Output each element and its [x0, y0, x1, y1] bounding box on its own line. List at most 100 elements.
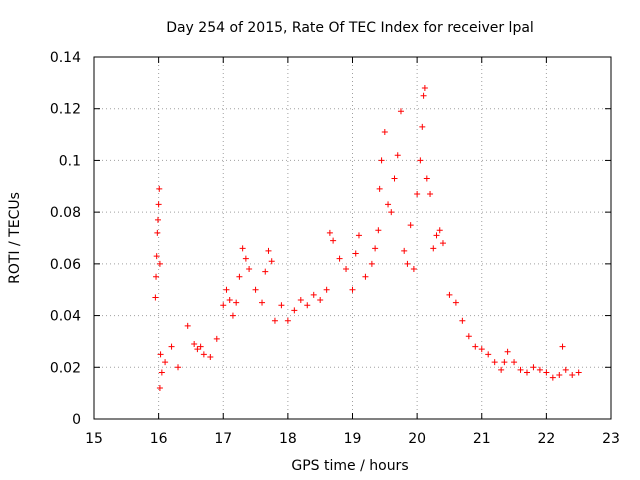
data-point	[154, 229, 161, 236]
data-point	[423, 175, 430, 182]
tick-labels: 15 16 17 18 19 20 21 22 23 0 0.02 0.04 0.06 0.08 0.1 0.…	[50, 50, 620, 447]
data-point	[511, 359, 518, 366]
data-point	[323, 286, 330, 293]
data-point	[376, 185, 383, 192]
x-tick-label: 22	[537, 431, 555, 447]
data-point	[223, 286, 230, 293]
data-point	[271, 317, 278, 324]
data-point	[433, 232, 440, 239]
data-point	[459, 317, 466, 324]
data-point	[317, 297, 324, 304]
data-point	[246, 266, 253, 273]
data-point	[355, 232, 362, 239]
y-tick-label: 0.02	[50, 360, 81, 376]
y-tick-label: 0.04	[50, 309, 81, 325]
data-point	[465, 333, 472, 340]
data-point	[297, 297, 304, 304]
data-point	[427, 191, 434, 198]
data-point	[155, 201, 162, 208]
data-point	[233, 299, 240, 306]
y-tick-label: 0.06	[50, 257, 81, 273]
y-tick-label: 0.1	[59, 153, 81, 169]
data-point	[278, 302, 285, 309]
data-point	[175, 364, 182, 371]
data-point	[536, 366, 543, 373]
data-point	[191, 341, 198, 348]
grid-lines	[94, 57, 611, 419]
data-point	[372, 245, 379, 252]
data-point	[157, 351, 164, 358]
data-point	[556, 372, 563, 379]
data-point	[543, 369, 550, 376]
data-point	[197, 343, 204, 350]
data-point	[291, 307, 298, 314]
data-point	[284, 317, 291, 324]
data-point	[569, 372, 576, 379]
data-point	[501, 359, 508, 366]
x-axis-label: GPS time / hours	[291, 458, 408, 474]
x-tick-label: 23	[602, 431, 620, 447]
data-point	[485, 351, 492, 358]
chart-title: Day 254 of 2015, Rate Of TEC Index for r…	[166, 20, 534, 36]
data-point	[478, 346, 485, 353]
y-tick-label: 0	[72, 412, 81, 428]
data-point	[156, 260, 163, 267]
data-point	[420, 92, 427, 99]
data-point	[491, 359, 498, 366]
data-point	[394, 152, 401, 159]
data-point	[252, 286, 259, 293]
data-point	[549, 374, 556, 381]
data-point	[304, 302, 311, 309]
x-tick-label: 15	[85, 431, 103, 447]
data-point	[213, 335, 220, 342]
data-point	[265, 247, 272, 254]
data-point	[375, 227, 382, 234]
data-point	[236, 273, 243, 280]
data-point	[391, 175, 398, 182]
data-point	[242, 255, 249, 262]
data-point	[362, 273, 369, 280]
data-point	[562, 366, 569, 373]
data-point	[430, 245, 437, 252]
data-point	[397, 108, 404, 115]
data-point	[381, 128, 388, 135]
y-tick-label: 0.12	[50, 102, 81, 118]
data-point	[446, 291, 453, 298]
data-point	[156, 185, 163, 192]
axis-ticks	[93, 56, 612, 420]
data-point	[439, 240, 446, 247]
x-tick-label: 17	[214, 431, 232, 447]
x-tick-label: 20	[408, 431, 426, 447]
data-point	[349, 286, 356, 293]
data-point	[262, 268, 269, 275]
x-tick-label: 16	[150, 431, 168, 447]
data-point	[152, 294, 159, 301]
data-point	[530, 364, 537, 371]
data-point	[200, 351, 207, 358]
data-point	[410, 266, 417, 273]
data-point	[498, 366, 505, 373]
data-point	[504, 348, 511, 355]
data-point	[472, 343, 479, 350]
data-point	[229, 312, 236, 319]
data-point	[207, 353, 214, 360]
y-tick-label: 0.08	[50, 205, 81, 221]
data-point	[259, 299, 266, 306]
data-point	[168, 343, 175, 350]
data-points	[152, 85, 582, 391]
data-point	[268, 258, 275, 265]
data-point	[330, 237, 337, 244]
data-point	[452, 299, 459, 306]
data-point	[239, 245, 246, 252]
data-point	[407, 222, 414, 229]
data-point	[154, 216, 161, 223]
data-point	[559, 343, 566, 350]
data-point	[343, 266, 350, 273]
data-point	[310, 291, 317, 298]
data-point	[156, 384, 163, 391]
x-tick-label: 19	[344, 431, 362, 447]
data-point	[184, 322, 191, 329]
data-point	[575, 369, 582, 376]
